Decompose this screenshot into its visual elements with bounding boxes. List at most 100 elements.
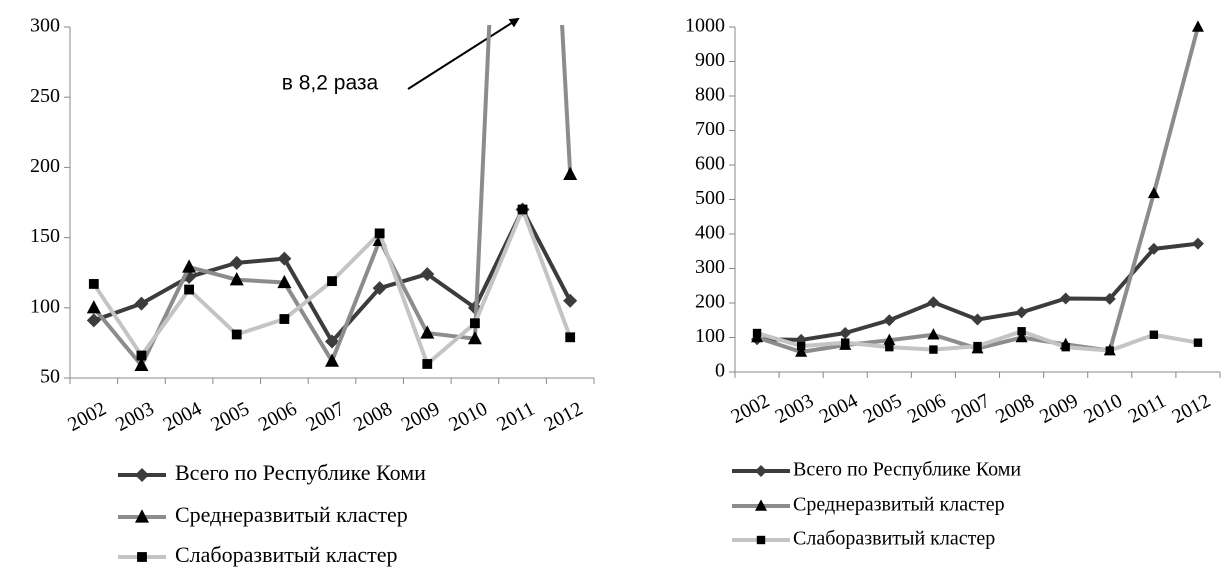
point — [839, 327, 852, 340]
point — [755, 465, 767, 477]
point — [756, 535, 766, 545]
point — [136, 350, 147, 361]
x-tick-label: 2002 — [728, 390, 774, 428]
x-tick-label: 2012 — [1168, 390, 1214, 428]
annotation-arrow — [407, 17, 520, 90]
point — [467, 330, 482, 345]
x-tick-label: 2005 — [207, 398, 253, 436]
x-tick-label: 2002 — [64, 398, 110, 436]
point — [927, 296, 940, 309]
point — [327, 276, 337, 287]
x-tick-label: 2006 — [255, 398, 301, 436]
legend-label: Слаборазвитый кластер — [793, 528, 995, 550]
point — [563, 166, 578, 181]
x-tick-label: 2011 — [1125, 390, 1170, 428]
x-tick-label: 2005 — [860, 390, 906, 428]
y-tick-label: 400 — [695, 222, 725, 244]
plot-area — [86, 25, 578, 371]
point — [1015, 330, 1028, 343]
point — [470, 318, 480, 329]
legend-label: Всего по Республике Коми — [175, 460, 426, 485]
point — [1017, 327, 1026, 336]
point — [973, 341, 982, 351]
point — [841, 338, 850, 347]
x-tick-label: 2004 — [816, 390, 862, 428]
y-tick-label: 600 — [695, 153, 725, 175]
series-line — [92, 25, 573, 368]
y-tick-label: 250 — [30, 85, 60, 107]
y-tick-label: 300 — [695, 256, 725, 278]
y-tick-label: 150 — [30, 225, 60, 247]
point — [929, 345, 938, 354]
y-tick-label: 800 — [695, 84, 725, 106]
point — [229, 272, 244, 286]
legend-label: Всего по Республике Коми — [793, 459, 1021, 481]
point — [1149, 330, 1159, 339]
point — [325, 334, 339, 349]
point — [86, 300, 101, 314]
y-tick-label: 50 — [40, 366, 60, 388]
point — [1147, 242, 1160, 255]
point — [184, 284, 194, 295]
x-tick-label: 2006 — [904, 390, 950, 428]
point — [517, 204, 528, 215]
point — [795, 345, 808, 357]
point — [420, 267, 435, 282]
y-tick-label: 900 — [695, 49, 725, 71]
point — [135, 509, 149, 523]
point — [1015, 306, 1028, 319]
point — [1147, 186, 1160, 199]
y-tick-label: 500 — [695, 187, 725, 209]
point — [88, 279, 99, 289]
x-tick-label: 2008 — [350, 398, 396, 436]
point — [1191, 237, 1204, 250]
point — [135, 468, 149, 482]
point — [325, 353, 339, 367]
point — [277, 251, 292, 266]
x-tick-label: 2009 — [398, 398, 444, 436]
x-tick-label: 2007 — [948, 390, 994, 428]
point — [1061, 342, 1070, 352]
x-tick-label: 2003 — [772, 390, 818, 428]
point — [1191, 20, 1204, 32]
x-tick-label: 2009 — [1036, 390, 1082, 428]
legend-label: Среднеразвитый кластер — [793, 494, 1005, 516]
y-tick-label: 200 — [695, 291, 725, 313]
y-tick-label: 1000 — [685, 15, 725, 37]
legend-label: Среднеразвитый кластер — [175, 502, 408, 527]
plot-area — [751, 20, 1204, 357]
point — [372, 281, 387, 296]
point — [885, 342, 894, 352]
point — [883, 333, 896, 346]
point — [1103, 292, 1116, 305]
y-tick-label: 700 — [695, 118, 725, 140]
y-tick-label: 100 — [695, 325, 725, 347]
point — [422, 359, 433, 369]
point — [796, 341, 806, 351]
point — [971, 313, 984, 326]
legend-label: Слаборазвитый кластер — [175, 542, 397, 567]
annotation: в 8,2 раза — [282, 72, 379, 95]
x-tick-label: 2003 — [112, 398, 158, 436]
y-tick-label: 100 — [30, 295, 60, 317]
point — [231, 329, 242, 340]
point — [279, 314, 290, 324]
series-line — [756, 26, 1200, 354]
point — [134, 296, 149, 311]
point — [134, 357, 149, 371]
point — [86, 313, 101, 328]
point — [927, 328, 940, 340]
point — [182, 259, 197, 273]
point — [755, 499, 767, 511]
point — [277, 274, 292, 289]
x-tick-label: 2010 — [1080, 390, 1126, 428]
point — [374, 228, 385, 239]
x-tick-label: 2004 — [160, 398, 206, 436]
x-tick-label: 2008 — [992, 390, 1038, 428]
y-tick-label: 0 — [715, 360, 725, 382]
y-tick-label: 300 — [30, 15, 60, 37]
x-tick-label: 2012 — [541, 398, 587, 436]
point — [229, 255, 244, 270]
y-tick-label: 200 — [30, 155, 60, 177]
